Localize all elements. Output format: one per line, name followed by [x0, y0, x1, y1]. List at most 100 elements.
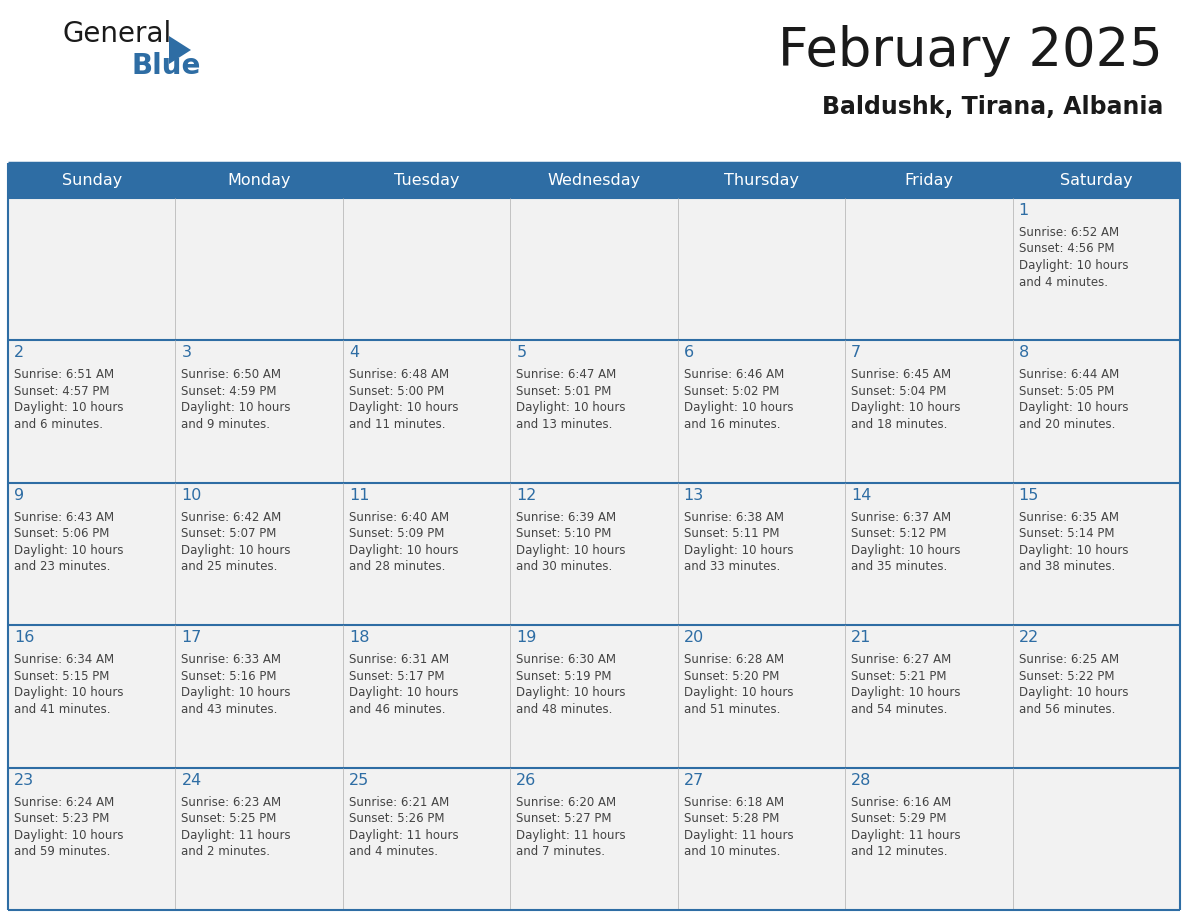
Text: Sunset: 5:19 PM: Sunset: 5:19 PM [517, 670, 612, 683]
Text: Daylight: 10 hours: Daylight: 10 hours [349, 686, 459, 700]
Polygon shape [169, 36, 191, 64]
Text: Daylight: 10 hours: Daylight: 10 hours [684, 401, 794, 414]
Text: 25: 25 [349, 773, 369, 788]
Text: and 16 minutes.: and 16 minutes. [684, 418, 781, 431]
Text: Daylight: 11 hours: Daylight: 11 hours [851, 829, 961, 842]
Text: and 33 minutes.: and 33 minutes. [684, 560, 781, 574]
Text: Sunset: 4:59 PM: Sunset: 4:59 PM [182, 385, 277, 397]
Text: Daylight: 10 hours: Daylight: 10 hours [851, 686, 961, 700]
Text: Sunset: 5:07 PM: Sunset: 5:07 PM [182, 527, 277, 541]
Text: Sunset: 5:11 PM: Sunset: 5:11 PM [684, 527, 779, 541]
Text: Sunrise: 6:52 AM: Sunrise: 6:52 AM [1018, 226, 1119, 239]
Text: Baldushk, Tirana, Albania: Baldushk, Tirana, Albania [822, 95, 1163, 119]
Text: 24: 24 [182, 773, 202, 788]
Text: and 41 minutes.: and 41 minutes. [14, 702, 110, 716]
Text: Sunset: 4:57 PM: Sunset: 4:57 PM [14, 385, 109, 397]
Text: and 59 minutes.: and 59 minutes. [14, 845, 110, 858]
Text: and 28 minutes.: and 28 minutes. [349, 560, 446, 574]
Text: Tuesday: Tuesday [393, 173, 460, 188]
Text: 18: 18 [349, 630, 369, 645]
Text: 19: 19 [517, 630, 537, 645]
Text: and 30 minutes.: and 30 minutes. [517, 560, 613, 574]
Text: and 54 minutes.: and 54 minutes. [851, 702, 948, 716]
Text: Sunset: 5:06 PM: Sunset: 5:06 PM [14, 527, 109, 541]
Text: Daylight: 10 hours: Daylight: 10 hours [517, 401, 626, 414]
Text: Sunset: 5:25 PM: Sunset: 5:25 PM [182, 812, 277, 825]
Text: Daylight: 10 hours: Daylight: 10 hours [1018, 543, 1129, 557]
Text: Sunrise: 6:20 AM: Sunrise: 6:20 AM [517, 796, 617, 809]
Text: Sunrise: 6:48 AM: Sunrise: 6:48 AM [349, 368, 449, 381]
Bar [8, 767, 1180, 910]
Text: 4: 4 [349, 345, 359, 361]
Text: Sunset: 5:00 PM: Sunset: 5:00 PM [349, 385, 444, 397]
Text: General: General [62, 20, 171, 48]
Text: Sunset: 5:15 PM: Sunset: 5:15 PM [14, 670, 109, 683]
Text: Sunset: 5:05 PM: Sunset: 5:05 PM [1018, 385, 1114, 397]
Text: and 7 minutes.: and 7 minutes. [517, 845, 605, 858]
Text: 12: 12 [517, 487, 537, 503]
Text: and 46 minutes.: and 46 minutes. [349, 702, 446, 716]
Text: 17: 17 [182, 630, 202, 645]
Text: Sunset: 5:21 PM: Sunset: 5:21 PM [851, 670, 947, 683]
Text: Sunrise: 6:24 AM: Sunrise: 6:24 AM [14, 796, 114, 809]
Text: and 4 minutes.: and 4 minutes. [1018, 275, 1107, 288]
Text: Daylight: 10 hours: Daylight: 10 hours [349, 401, 459, 414]
Text: Daylight: 11 hours: Daylight: 11 hours [684, 829, 794, 842]
Text: 11: 11 [349, 487, 369, 503]
Text: February 2025: February 2025 [778, 25, 1163, 77]
Text: Sunrise: 6:46 AM: Sunrise: 6:46 AM [684, 368, 784, 381]
Text: Sunset: 5:28 PM: Sunset: 5:28 PM [684, 812, 779, 825]
Text: Sunrise: 6:27 AM: Sunrise: 6:27 AM [851, 654, 952, 666]
Bar [8, 341, 1180, 483]
Text: Sunrise: 6:43 AM: Sunrise: 6:43 AM [14, 510, 114, 524]
Text: 3: 3 [182, 345, 191, 361]
Text: Sunrise: 6:40 AM: Sunrise: 6:40 AM [349, 510, 449, 524]
Text: 21: 21 [851, 630, 872, 645]
Text: 9: 9 [14, 487, 24, 503]
Text: Sunday: Sunday [62, 173, 122, 188]
Text: Sunrise: 6:45 AM: Sunrise: 6:45 AM [851, 368, 952, 381]
Text: and 25 minutes.: and 25 minutes. [182, 560, 278, 574]
Text: Sunset: 5:01 PM: Sunset: 5:01 PM [517, 385, 612, 397]
Text: Daylight: 10 hours: Daylight: 10 hours [517, 543, 626, 557]
Text: Daylight: 10 hours: Daylight: 10 hours [14, 401, 124, 414]
Text: and 20 minutes.: and 20 minutes. [1018, 418, 1116, 431]
Text: Sunrise: 6:47 AM: Sunrise: 6:47 AM [517, 368, 617, 381]
Text: 2: 2 [14, 345, 24, 361]
Text: Sunrise: 6:30 AM: Sunrise: 6:30 AM [517, 654, 617, 666]
Text: Sunrise: 6:37 AM: Sunrise: 6:37 AM [851, 510, 952, 524]
Text: Sunset: 5:22 PM: Sunset: 5:22 PM [1018, 670, 1114, 683]
Text: 22: 22 [1018, 630, 1038, 645]
Text: and 11 minutes.: and 11 minutes. [349, 418, 446, 431]
Text: and 18 minutes.: and 18 minutes. [851, 418, 948, 431]
Text: 27: 27 [684, 773, 704, 788]
Text: Daylight: 10 hours: Daylight: 10 hours [851, 543, 961, 557]
Text: Sunset: 5:16 PM: Sunset: 5:16 PM [182, 670, 277, 683]
Text: Daylight: 10 hours: Daylight: 10 hours [684, 543, 794, 557]
Text: Daylight: 10 hours: Daylight: 10 hours [14, 686, 124, 700]
Text: Daylight: 10 hours: Daylight: 10 hours [14, 829, 124, 842]
Text: and 12 minutes.: and 12 minutes. [851, 845, 948, 858]
Text: 15: 15 [1018, 487, 1040, 503]
Text: Friday: Friday [904, 173, 953, 188]
Text: Sunset: 5:14 PM: Sunset: 5:14 PM [1018, 527, 1114, 541]
Text: and 51 minutes.: and 51 minutes. [684, 702, 781, 716]
Text: Sunrise: 6:35 AM: Sunrise: 6:35 AM [1018, 510, 1119, 524]
Text: Sunrise: 6:28 AM: Sunrise: 6:28 AM [684, 654, 784, 666]
Text: Sunrise: 6:51 AM: Sunrise: 6:51 AM [14, 368, 114, 381]
Text: Sunrise: 6:38 AM: Sunrise: 6:38 AM [684, 510, 784, 524]
Text: Daylight: 11 hours: Daylight: 11 hours [349, 829, 459, 842]
Text: Sunrise: 6:25 AM: Sunrise: 6:25 AM [1018, 654, 1119, 666]
Text: Sunset: 5:23 PM: Sunset: 5:23 PM [14, 812, 109, 825]
Bar [8, 163, 1180, 198]
Text: Daylight: 10 hours: Daylight: 10 hours [684, 686, 794, 700]
Text: and 23 minutes.: and 23 minutes. [14, 560, 110, 574]
Text: and 9 minutes.: and 9 minutes. [182, 418, 271, 431]
Bar [8, 198, 1180, 341]
Text: Sunset: 4:56 PM: Sunset: 4:56 PM [1018, 242, 1114, 255]
Text: and 38 minutes.: and 38 minutes. [1018, 560, 1114, 574]
Text: and 6 minutes.: and 6 minutes. [14, 418, 103, 431]
Text: 28: 28 [851, 773, 872, 788]
Text: Sunrise: 6:34 AM: Sunrise: 6:34 AM [14, 654, 114, 666]
Text: 16: 16 [14, 630, 34, 645]
